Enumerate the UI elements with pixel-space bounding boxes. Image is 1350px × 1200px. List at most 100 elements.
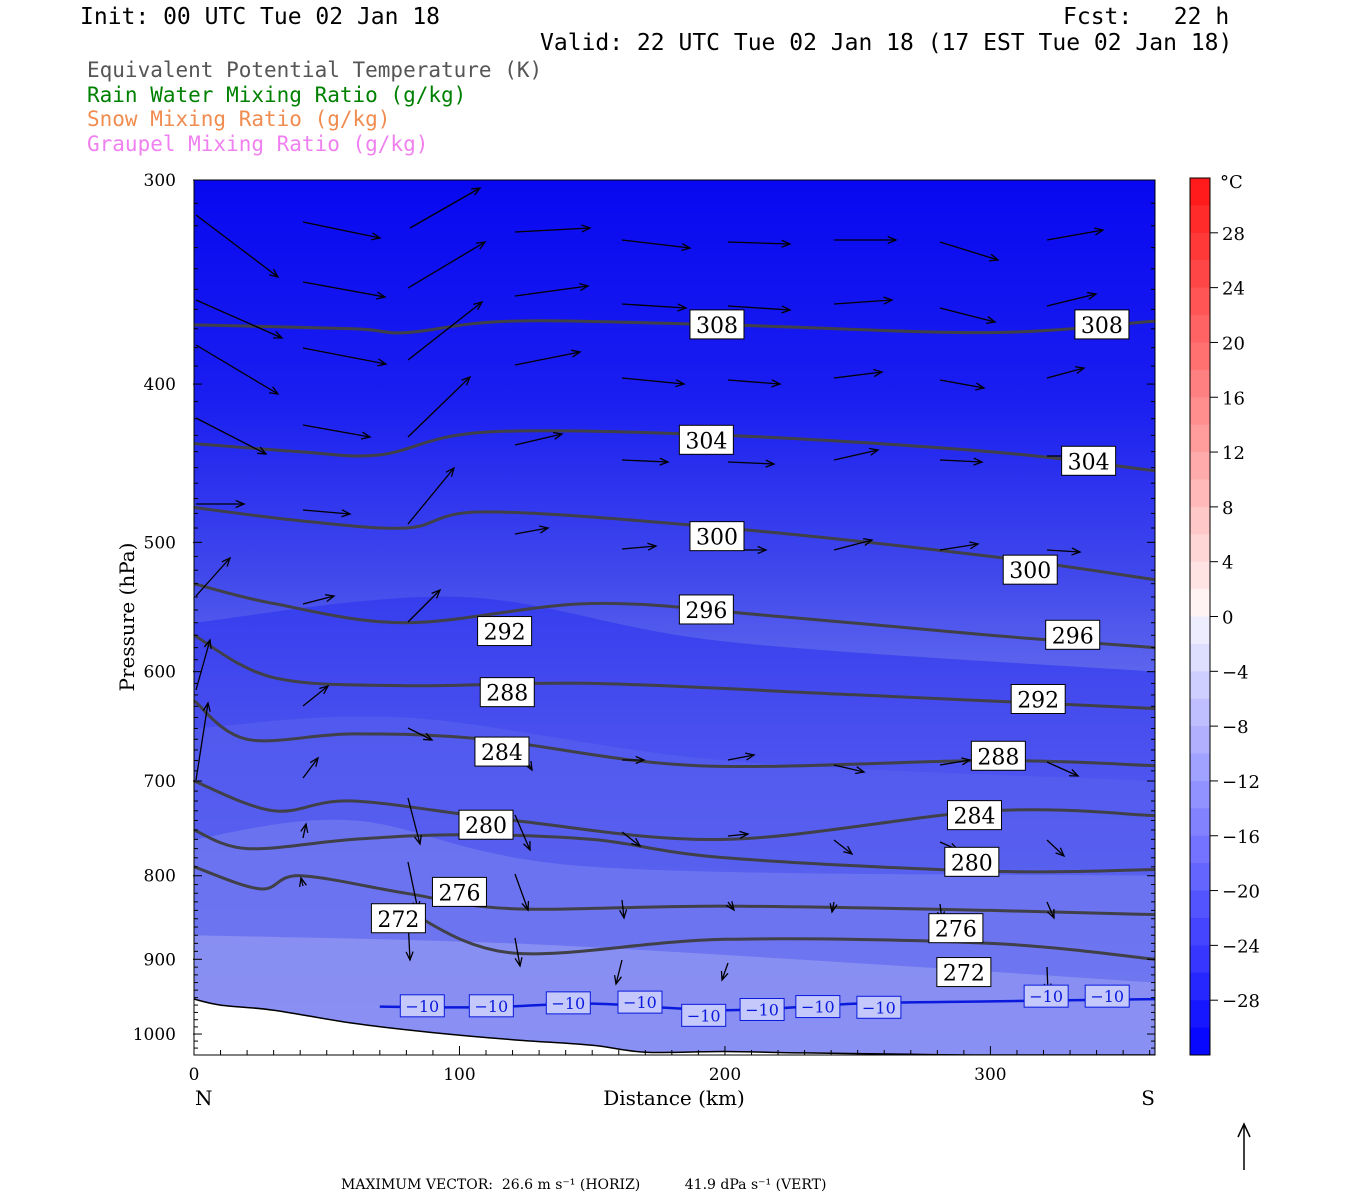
wind-vector — [302, 347, 387, 365]
forecast-hour: Fcst: 22 h — [1063, 4, 1230, 30]
wind-vector — [407, 376, 471, 438]
colorbar-tick-label: 28 — [1222, 224, 1245, 245]
wind-vector-head — [725, 901, 736, 912]
colorbar-segment — [1190, 232, 1210, 261]
colorbar-segment — [1190, 698, 1210, 727]
wind-vector — [514, 873, 529, 911]
colorbar-tick-label: 16 — [1222, 388, 1245, 409]
colorbar-segment — [1190, 260, 1210, 289]
colorbar-segment — [1190, 315, 1210, 343]
colorbar-segment — [1190, 808, 1210, 837]
x-tick-label: 200 — [709, 1065, 741, 1085]
colorbar-segment — [1190, 726, 1210, 755]
wind-vector — [939, 543, 979, 551]
legend-snow: Snow Mixing Ratio (g/kg) — [87, 107, 391, 131]
theta-e-contour-label: 292 — [484, 621, 526, 646]
theta-e-contour-272 — [405, 909, 1155, 961]
wind-vector — [195, 214, 279, 278]
wind-vector — [621, 831, 641, 847]
wind-vector-head — [581, 224, 592, 233]
wind-vector-head — [781, 305, 792, 314]
colorbar-tick-label: −28 — [1222, 991, 1260, 1012]
wind-vector-head — [973, 457, 984, 466]
colorbar-tick-label: 0 — [1222, 608, 1233, 629]
temperature-label-box — [617, 990, 663, 1014]
wind-vector — [195, 557, 231, 597]
wind-vector-head — [539, 525, 550, 534]
wind-vector — [195, 639, 211, 691]
wind-vector — [302, 509, 351, 515]
wind-vector — [621, 239, 691, 249]
wind-vector-head — [975, 382, 986, 391]
wind-vector — [833, 839, 853, 855]
theta-e-label-box — [477, 616, 533, 647]
theta-e-label-box — [370, 903, 426, 934]
wind-vector — [621, 545, 657, 550]
wind-vector — [833, 449, 879, 461]
colorbar-tick-label: −16 — [1222, 827, 1260, 848]
wind-vector-head — [325, 594, 336, 602]
wind-vector-head — [268, 386, 280, 395]
temperature-contour-label: −10 — [1029, 987, 1063, 1006]
wind-vector-head — [1055, 847, 1066, 858]
temperature-shade-band — [194, 935, 1155, 1055]
plot-frame — [193, 179, 1156, 1056]
theta-e-contour-label: 288 — [977, 745, 1019, 770]
wind-vector — [831, 901, 835, 913]
wind-vector-head — [579, 283, 590, 292]
wind-vector — [302, 281, 386, 298]
colorbar-tick-label: −4 — [1222, 662, 1249, 683]
colorbar-segment — [1190, 452, 1210, 480]
temperature-label-box — [468, 994, 514, 1018]
colorbar-segment — [1190, 561, 1210, 590]
colorbar-segment — [1190, 342, 1210, 371]
theta-e-label-box — [678, 594, 734, 625]
wind-vector — [1046, 229, 1104, 241]
wind-vector-head — [371, 232, 382, 241]
theta-e-contour-label: 276 — [438, 881, 480, 906]
wind-vector — [514, 527, 549, 535]
wind-vector — [939, 241, 999, 261]
wind-vector — [939, 379, 985, 389]
colorbar-segment — [1190, 780, 1210, 809]
wind-vector-head — [521, 900, 530, 912]
wind-vector-head — [757, 545, 768, 555]
theta-e-contour-308 — [194, 319, 1155, 335]
wind-vector — [621, 303, 687, 309]
wind-vector-head — [571, 349, 582, 358]
colorbar-segment — [1190, 479, 1210, 508]
wind-vector — [721, 962, 729, 981]
colorbar-segment — [1190, 506, 1210, 535]
max-vector-note: MAXIMUM VECTOR: 26.6 m s⁻¹ (HORIZ) 41.9 … — [341, 1177, 827, 1193]
wind-vector — [302, 221, 381, 239]
y-tick-label: 300 — [144, 171, 176, 191]
colorbar-segment — [1190, 424, 1210, 453]
theta-e-contour-292 — [194, 633, 1155, 710]
legend-graupel: Graupel Mixing Ratio (g/kg) — [87, 132, 429, 156]
theta-e-label-box — [1061, 445, 1117, 476]
wind-vector — [407, 589, 441, 623]
temperature-label-box — [739, 997, 785, 1021]
colorbar-segment — [1190, 534, 1210, 563]
theta-e-label-box — [936, 957, 992, 988]
temperature-contour-label: −10 — [474, 997, 508, 1016]
wind-vector — [1046, 839, 1065, 857]
colorbar-segment — [1190, 1000, 1210, 1029]
colorbar-segment — [1190, 890, 1210, 919]
y-tick-label: 800 — [144, 867, 176, 887]
init-time: Init: 00 UTC Tue 02 Jan 18 — [80, 4, 441, 30]
valid-time: Valid: 22 UTC Tue 02 Jan 18 (17 EST Tue … — [540, 30, 1233, 56]
temperature-contour-label: −10 — [405, 997, 439, 1016]
wind-vector-head — [765, 459, 776, 468]
wind-vector-head — [771, 379, 782, 388]
wind-vector-head — [553, 431, 564, 440]
x-tick-label: 100 — [443, 1065, 475, 1085]
wind-vector-head — [309, 756, 320, 767]
temperature-label-box — [1084, 984, 1130, 1008]
theta-e-contour-label: 300 — [1009, 559, 1051, 584]
wind-vector-head — [1074, 366, 1086, 375]
colorbar-segment — [1190, 287, 1210, 316]
wind-vector — [407, 301, 483, 361]
wind-vector — [727, 833, 749, 837]
temperature-label-box — [545, 991, 591, 1015]
